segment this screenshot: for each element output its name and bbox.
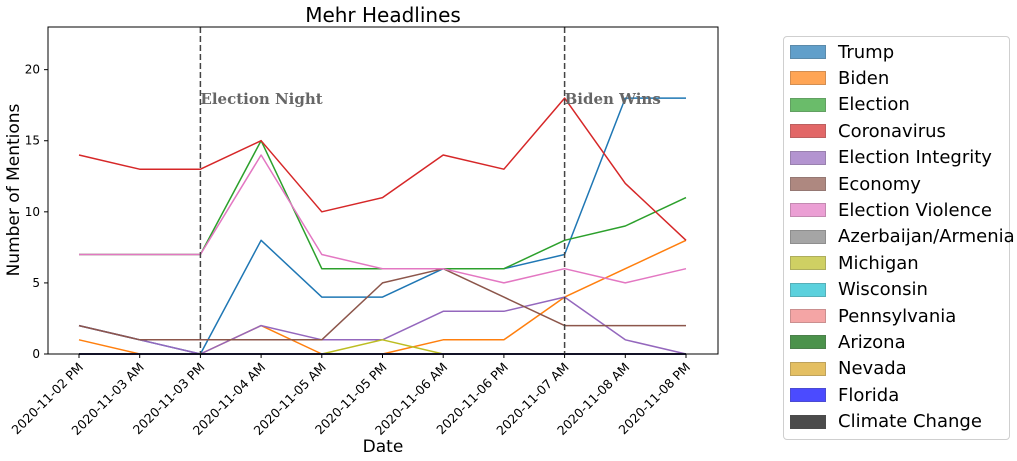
y-tick-label: 0 [32,347,40,361]
legend-swatch [790,97,826,112]
series-line-economy [78,267,686,341]
legend-label: Coronavirus [838,120,946,142]
legend-item: Election [790,94,910,116]
plot-area [48,27,718,354]
y-tick-label: 20 [25,63,40,77]
legend-item: Coronavirus [790,120,946,142]
legend: Trump Biden Election Coronavirus Election In… [783,36,1015,440]
legend-swatch [790,309,826,323]
legend-swatch [790,150,826,165]
legend-swatch [790,361,826,376]
y-tick-label: 10 [25,205,40,219]
legend-label: Arizona [838,331,906,353]
legend-item: Florida [790,384,900,406]
legend-swatch [790,388,826,403]
x-axis-label: Date [363,437,404,457]
y-tick-label: 15 [25,134,40,148]
legend-item: Biden [790,67,890,89]
legend-label: Nevada [838,358,907,380]
chart-title: Mehr Headlines [305,3,461,27]
legend-swatch [790,335,826,350]
annotation-label: Biden Wins [565,90,661,108]
legend-swatch [790,177,826,191]
legend-item: Pennsylvania [790,305,957,327]
legend-swatch [790,203,826,218]
legend-swatch [790,414,826,429]
legend-label: Michigan [838,252,919,274]
legend-label: Wisconsin [838,279,928,301]
legend-label: Election Violence [838,199,992,221]
legend-swatch [790,256,826,271]
legend-label: Azerbaijan/Armenia [838,226,1015,248]
legend-swatch [790,282,826,297]
legend-label: Florida [838,384,900,406]
legend-swatch [790,45,826,59]
series-line-election-violence [79,154,687,284]
legend-swatch [790,229,826,244]
legend-item: Nevada [790,358,907,380]
legend-item: Election Violence [790,199,992,221]
legend-item: Climate Change [790,411,982,433]
legend-swatch [790,124,826,139]
legend-item: Economy [790,173,921,195]
legend-item: Trump [790,41,895,63]
legend-swatch [790,71,826,86]
legend-label: Election Integrity [838,147,992,169]
annotation-layer: Election Night Biden Wins [199,27,661,354]
legend-label: Election [838,94,910,116]
legend-item: Michigan [790,252,919,274]
y-axis-label: Number of Mentions [4,103,24,276]
legend-label: Trump [838,41,895,63]
legend-label: Economy [838,173,921,195]
legend-item: Azerbaijan/Armenia [790,226,1015,248]
legend-item: Arizona [790,331,906,353]
series-line-coronavirus [78,97,687,241]
y-tick-label: 5 [32,276,40,290]
legend-label: Biden [838,67,890,89]
legend-label: Pennsylvania [838,305,957,327]
plot-background [48,27,718,354]
legend-label: Climate Change [838,411,982,433]
annotation-label: Election Night [200,90,322,108]
legend-item: Election Integrity [790,147,992,169]
legend-item: Wisconsin [790,279,928,301]
